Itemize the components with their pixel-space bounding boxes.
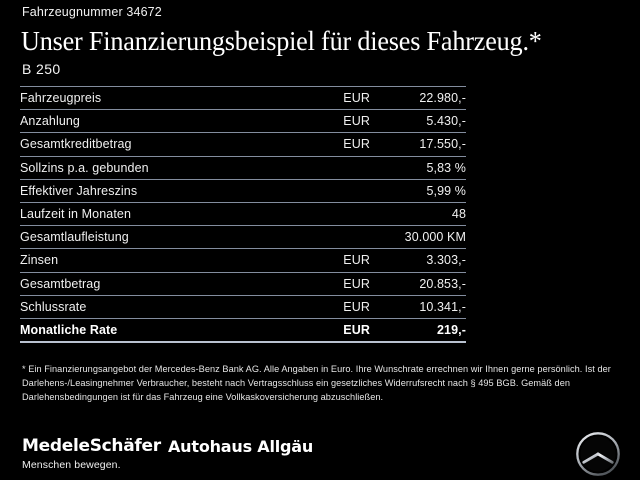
dealer-logo: MedeleSchäfer Menschen bewegen.	[22, 436, 161, 471]
row-label: Gesamtkreditbetrag	[20, 132, 312, 157]
table-row: Sollzins p.a. gebunden 5,83 %	[20, 156, 466, 180]
row-label: Monatliche Rate	[20, 318, 312, 343]
dealer-name: MedeleSchäfer	[22, 436, 161, 456]
row-currency	[312, 202, 370, 227]
row-currency: EUR	[312, 272, 370, 296]
row-value: 48	[370, 202, 466, 227]
table-row: Zinsen EUR 3.303,-	[20, 248, 466, 273]
row-label: Gesamtbetrag	[20, 272, 312, 296]
row-value: 20.853,-	[370, 272, 466, 296]
row-currency: EUR	[312, 109, 370, 134]
row-currency: EUR	[312, 132, 370, 157]
financing-table: Fahrzeugpreis EUR 22.980,- Anzahlung EUR 5.43…	[20, 85, 466, 343]
row-currency	[312, 156, 370, 180]
table-row: Gesamtbetrag EUR 20.853,-	[20, 272, 466, 296]
table-row: Laufzeit in Monaten 48	[20, 202, 466, 227]
row-currency: EUR	[312, 318, 370, 343]
row-value: 5.430,-	[370, 109, 466, 134]
row-currency: EUR	[312, 248, 370, 273]
dealer-tagline: Menschen bewegen.	[22, 459, 121, 471]
row-label: Laufzeit in Monaten	[20, 202, 312, 227]
dealer-secondary-name: Autohaus Allgäu	[168, 437, 314, 456]
row-label: Fahrzeugpreis	[20, 85, 312, 111]
table-row: Monatliche Rate EUR 219,-	[20, 318, 466, 343]
row-value: 22.980,-	[370, 85, 466, 111]
row-value: 5,83 %	[370, 156, 466, 180]
page-footer: MedeleSchäfer Menschen bewegen. Autohaus…	[0, 425, 640, 480]
mercedes-benz-star-icon	[575, 431, 621, 477]
row-currency: EUR	[312, 295, 370, 319]
row-value: 30.000 KM	[370, 225, 466, 250]
row-value: 219,-	[370, 318, 466, 343]
table-row: Fahrzeugpreis EUR 22.980,-	[20, 85, 466, 111]
row-label: Effektiver Jahreszins	[20, 179, 312, 203]
row-value: 10.341,-	[370, 295, 466, 319]
table-row: Gesamtkreditbetrag EUR 17.550,-	[20, 132, 466, 157]
page-title: Unser Finanzierungsbeispiel für dieses F…	[21, 26, 542, 56]
vehicle-model: B 250	[22, 61, 61, 77]
table-row: Gesamtlaufleistung 30.000 KM	[20, 225, 466, 250]
financing-table-body: Fahrzeugpreis EUR 22.980,- Anzahlung EUR 5.43…	[20, 85, 466, 343]
table-row: Schlussrate EUR 10.341,-	[20, 295, 466, 319]
footnote-text: * Ein Finanzierungsangebot der Mercedes-…	[22, 364, 611, 403]
row-value: 3.303,-	[370, 248, 466, 273]
row-value: 5,99 %	[370, 179, 466, 203]
row-label: Schlussrate	[20, 295, 312, 319]
row-label: Gesamtlaufleistung	[20, 225, 312, 250]
row-label: Sollzins p.a. gebunden	[20, 156, 312, 180]
table-row: Anzahlung EUR 5.430,-	[20, 109, 466, 134]
vehicle-number: Fahrzeugnummer 34672	[22, 5, 162, 19]
row-label: Zinsen	[20, 248, 312, 273]
row-currency	[312, 179, 370, 203]
row-currency: EUR	[312, 85, 370, 111]
row-value: 17.550,-	[370, 132, 466, 157]
table-row: Effektiver Jahreszins 5,99 %	[20, 179, 466, 203]
row-label: Anzahlung	[20, 109, 312, 134]
row-currency	[312, 225, 370, 250]
